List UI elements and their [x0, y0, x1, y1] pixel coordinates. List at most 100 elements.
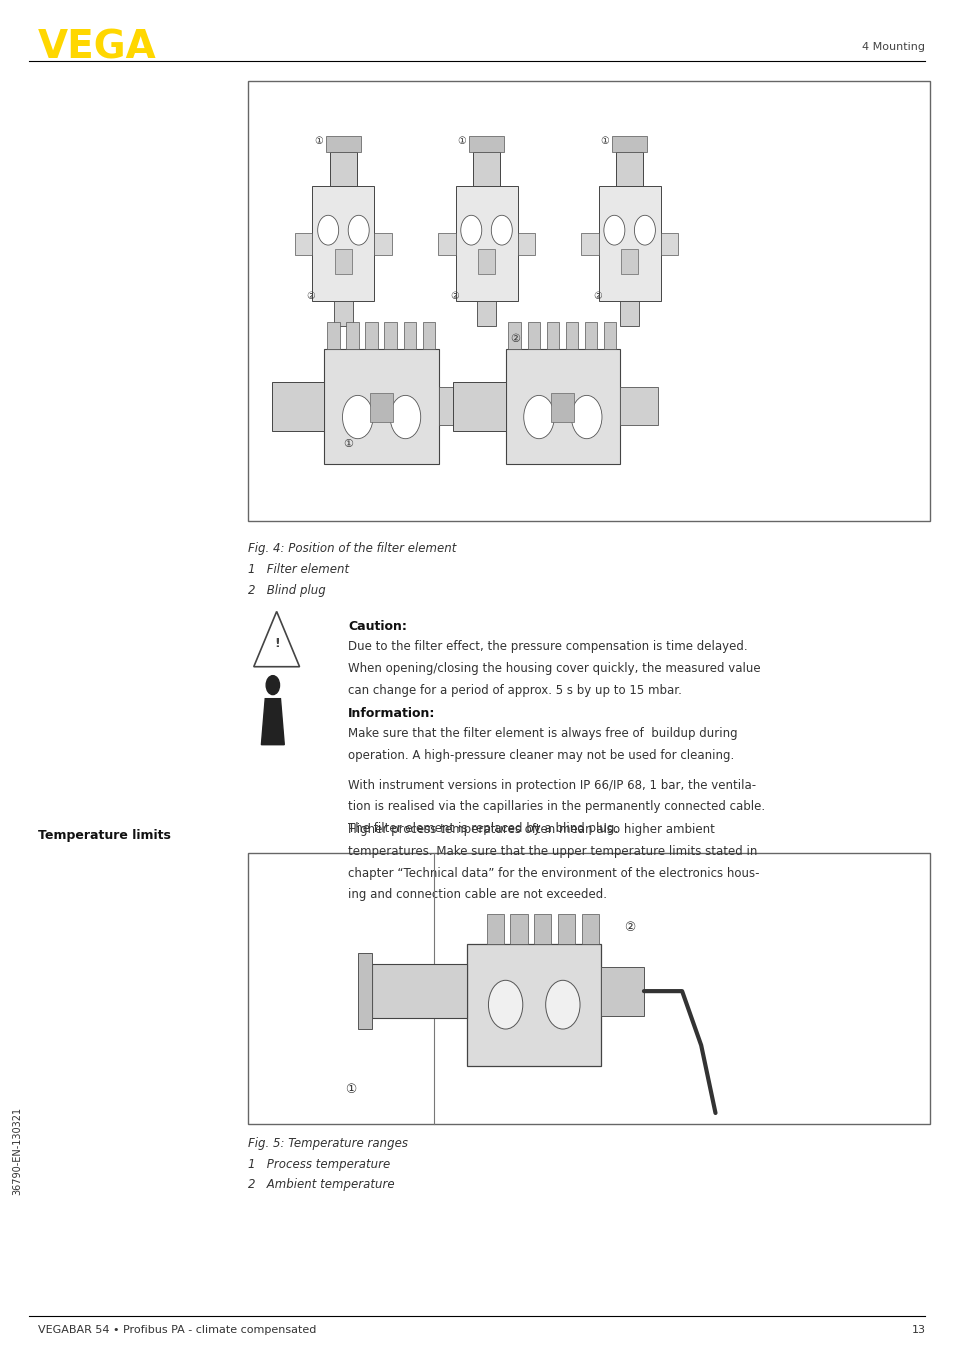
Bar — [334, 302, 353, 326]
Polygon shape — [253, 612, 299, 666]
Circle shape — [348, 215, 369, 245]
Bar — [422, 321, 435, 349]
Text: ②: ② — [623, 921, 635, 934]
Text: ①: ① — [314, 137, 323, 146]
Bar — [598, 187, 659, 302]
Text: ①: ① — [457, 137, 466, 146]
Bar — [438, 387, 476, 425]
Bar — [600, 967, 643, 1016]
Bar — [486, 914, 503, 944]
Text: Fig. 4: Position of the filter element: Fig. 4: Position of the filter element — [248, 542, 456, 555]
Bar — [403, 321, 416, 349]
Text: ①: ① — [343, 439, 353, 450]
Circle shape — [460, 215, 481, 245]
Text: Fig. 5: Temperature ranges: Fig. 5: Temperature ranges — [248, 1137, 408, 1151]
Text: ②: ② — [450, 291, 458, 301]
Circle shape — [491, 215, 512, 245]
Text: Due to the filter effect, the pressure compensation is time delayed.: Due to the filter effect, the pressure c… — [348, 640, 747, 654]
Text: Caution:: Caution: — [348, 620, 407, 634]
Bar — [313, 187, 374, 302]
Bar — [453, 382, 505, 431]
Bar — [619, 302, 639, 326]
Bar — [365, 321, 377, 349]
Text: tion is realised via the capillaries in the permanently connected cable.: tion is realised via the capillaries in … — [348, 800, 764, 814]
Text: operation. A high-pressure cleaner may not be used for cleaning.: operation. A high-pressure cleaner may n… — [348, 749, 734, 762]
Text: With instrument versions in protection IP 66/IP 68, 1 bar, the ventila-: With instrument versions in protection I… — [348, 779, 756, 792]
Bar — [248, 81, 929, 521]
Circle shape — [488, 980, 522, 1029]
Polygon shape — [261, 699, 284, 745]
Bar — [346, 321, 358, 349]
Text: ing and connection cable are not exceeded.: ing and connection cable are not exceede… — [348, 888, 606, 902]
Bar — [581, 233, 598, 255]
Bar — [357, 953, 372, 1029]
Text: 1   Process temperature: 1 Process temperature — [248, 1158, 390, 1171]
Bar — [659, 233, 677, 255]
Circle shape — [571, 395, 601, 439]
Bar — [374, 233, 391, 255]
Text: 2   Ambient temperature: 2 Ambient temperature — [248, 1178, 395, 1192]
Text: 1   Filter element: 1 Filter element — [248, 563, 349, 577]
Circle shape — [634, 215, 655, 245]
Text: When opening/closing the housing cover quickly, the measured value: When opening/closing the housing cover q… — [348, 662, 760, 676]
Text: VEGA: VEGA — [38, 28, 156, 66]
Text: ②: ② — [510, 333, 519, 344]
Circle shape — [545, 980, 579, 1029]
Bar — [551, 393, 574, 422]
Circle shape — [266, 676, 279, 695]
Bar — [324, 349, 438, 463]
Bar — [372, 964, 467, 1018]
Bar — [508, 321, 520, 349]
Text: can change for a period of approx. 5 s by up to 15 mbar.: can change for a period of approx. 5 s b… — [348, 684, 681, 697]
Text: VEGABAR 54 • Profibus PA - climate compensated: VEGABAR 54 • Profibus PA - climate compe… — [38, 1324, 316, 1335]
Bar — [534, 914, 551, 944]
Text: 4 Mounting: 4 Mounting — [862, 42, 924, 53]
Bar — [467, 944, 600, 1066]
Bar — [603, 321, 616, 349]
Bar — [248, 853, 929, 1124]
Text: ①: ① — [345, 1083, 356, 1097]
Circle shape — [523, 395, 554, 439]
Text: chapter “Technical data” for the environment of the electronics hous-: chapter “Technical data” for the environ… — [348, 867, 759, 880]
Circle shape — [390, 395, 420, 439]
Bar — [476, 302, 496, 326]
Text: Information:: Information: — [348, 707, 436, 720]
Text: ②: ② — [306, 291, 315, 301]
Bar — [384, 321, 396, 349]
Bar — [527, 321, 539, 349]
Bar — [565, 321, 578, 349]
Bar — [456, 187, 517, 302]
Bar — [558, 914, 575, 944]
Bar — [473, 152, 499, 187]
Bar — [510, 914, 527, 944]
Bar — [616, 152, 642, 187]
Bar — [619, 387, 658, 425]
Bar — [546, 321, 558, 349]
Text: 36790-EN-130321: 36790-EN-130321 — [12, 1106, 22, 1196]
Bar — [469, 135, 503, 152]
Text: Temperature limits: Temperature limits — [38, 829, 171, 842]
Text: 2   Blind plug: 2 Blind plug — [248, 584, 325, 597]
Bar — [370, 393, 393, 422]
Bar — [620, 249, 638, 274]
Bar — [505, 349, 619, 463]
Circle shape — [317, 215, 338, 245]
Text: The filter element is replaced by a blind plug.: The filter element is replaced by a blin… — [348, 822, 618, 835]
Bar — [335, 249, 352, 274]
Bar — [612, 135, 646, 152]
Text: ②: ② — [592, 291, 601, 301]
Bar — [330, 152, 356, 187]
Circle shape — [603, 215, 624, 245]
Bar — [272, 382, 324, 431]
Bar — [477, 249, 495, 274]
Bar — [295, 233, 313, 255]
Text: !: ! — [274, 636, 279, 650]
Bar — [326, 135, 360, 152]
Text: 13: 13 — [910, 1324, 924, 1335]
Circle shape — [342, 395, 373, 439]
Text: temperatures. Make sure that the upper temperature limits stated in: temperatures. Make sure that the upper t… — [348, 845, 757, 858]
Bar — [581, 914, 598, 944]
Bar — [437, 233, 456, 255]
Text: Higher process temperatures often mean also higher ambient: Higher process temperatures often mean a… — [348, 823, 715, 837]
Bar — [327, 321, 339, 349]
